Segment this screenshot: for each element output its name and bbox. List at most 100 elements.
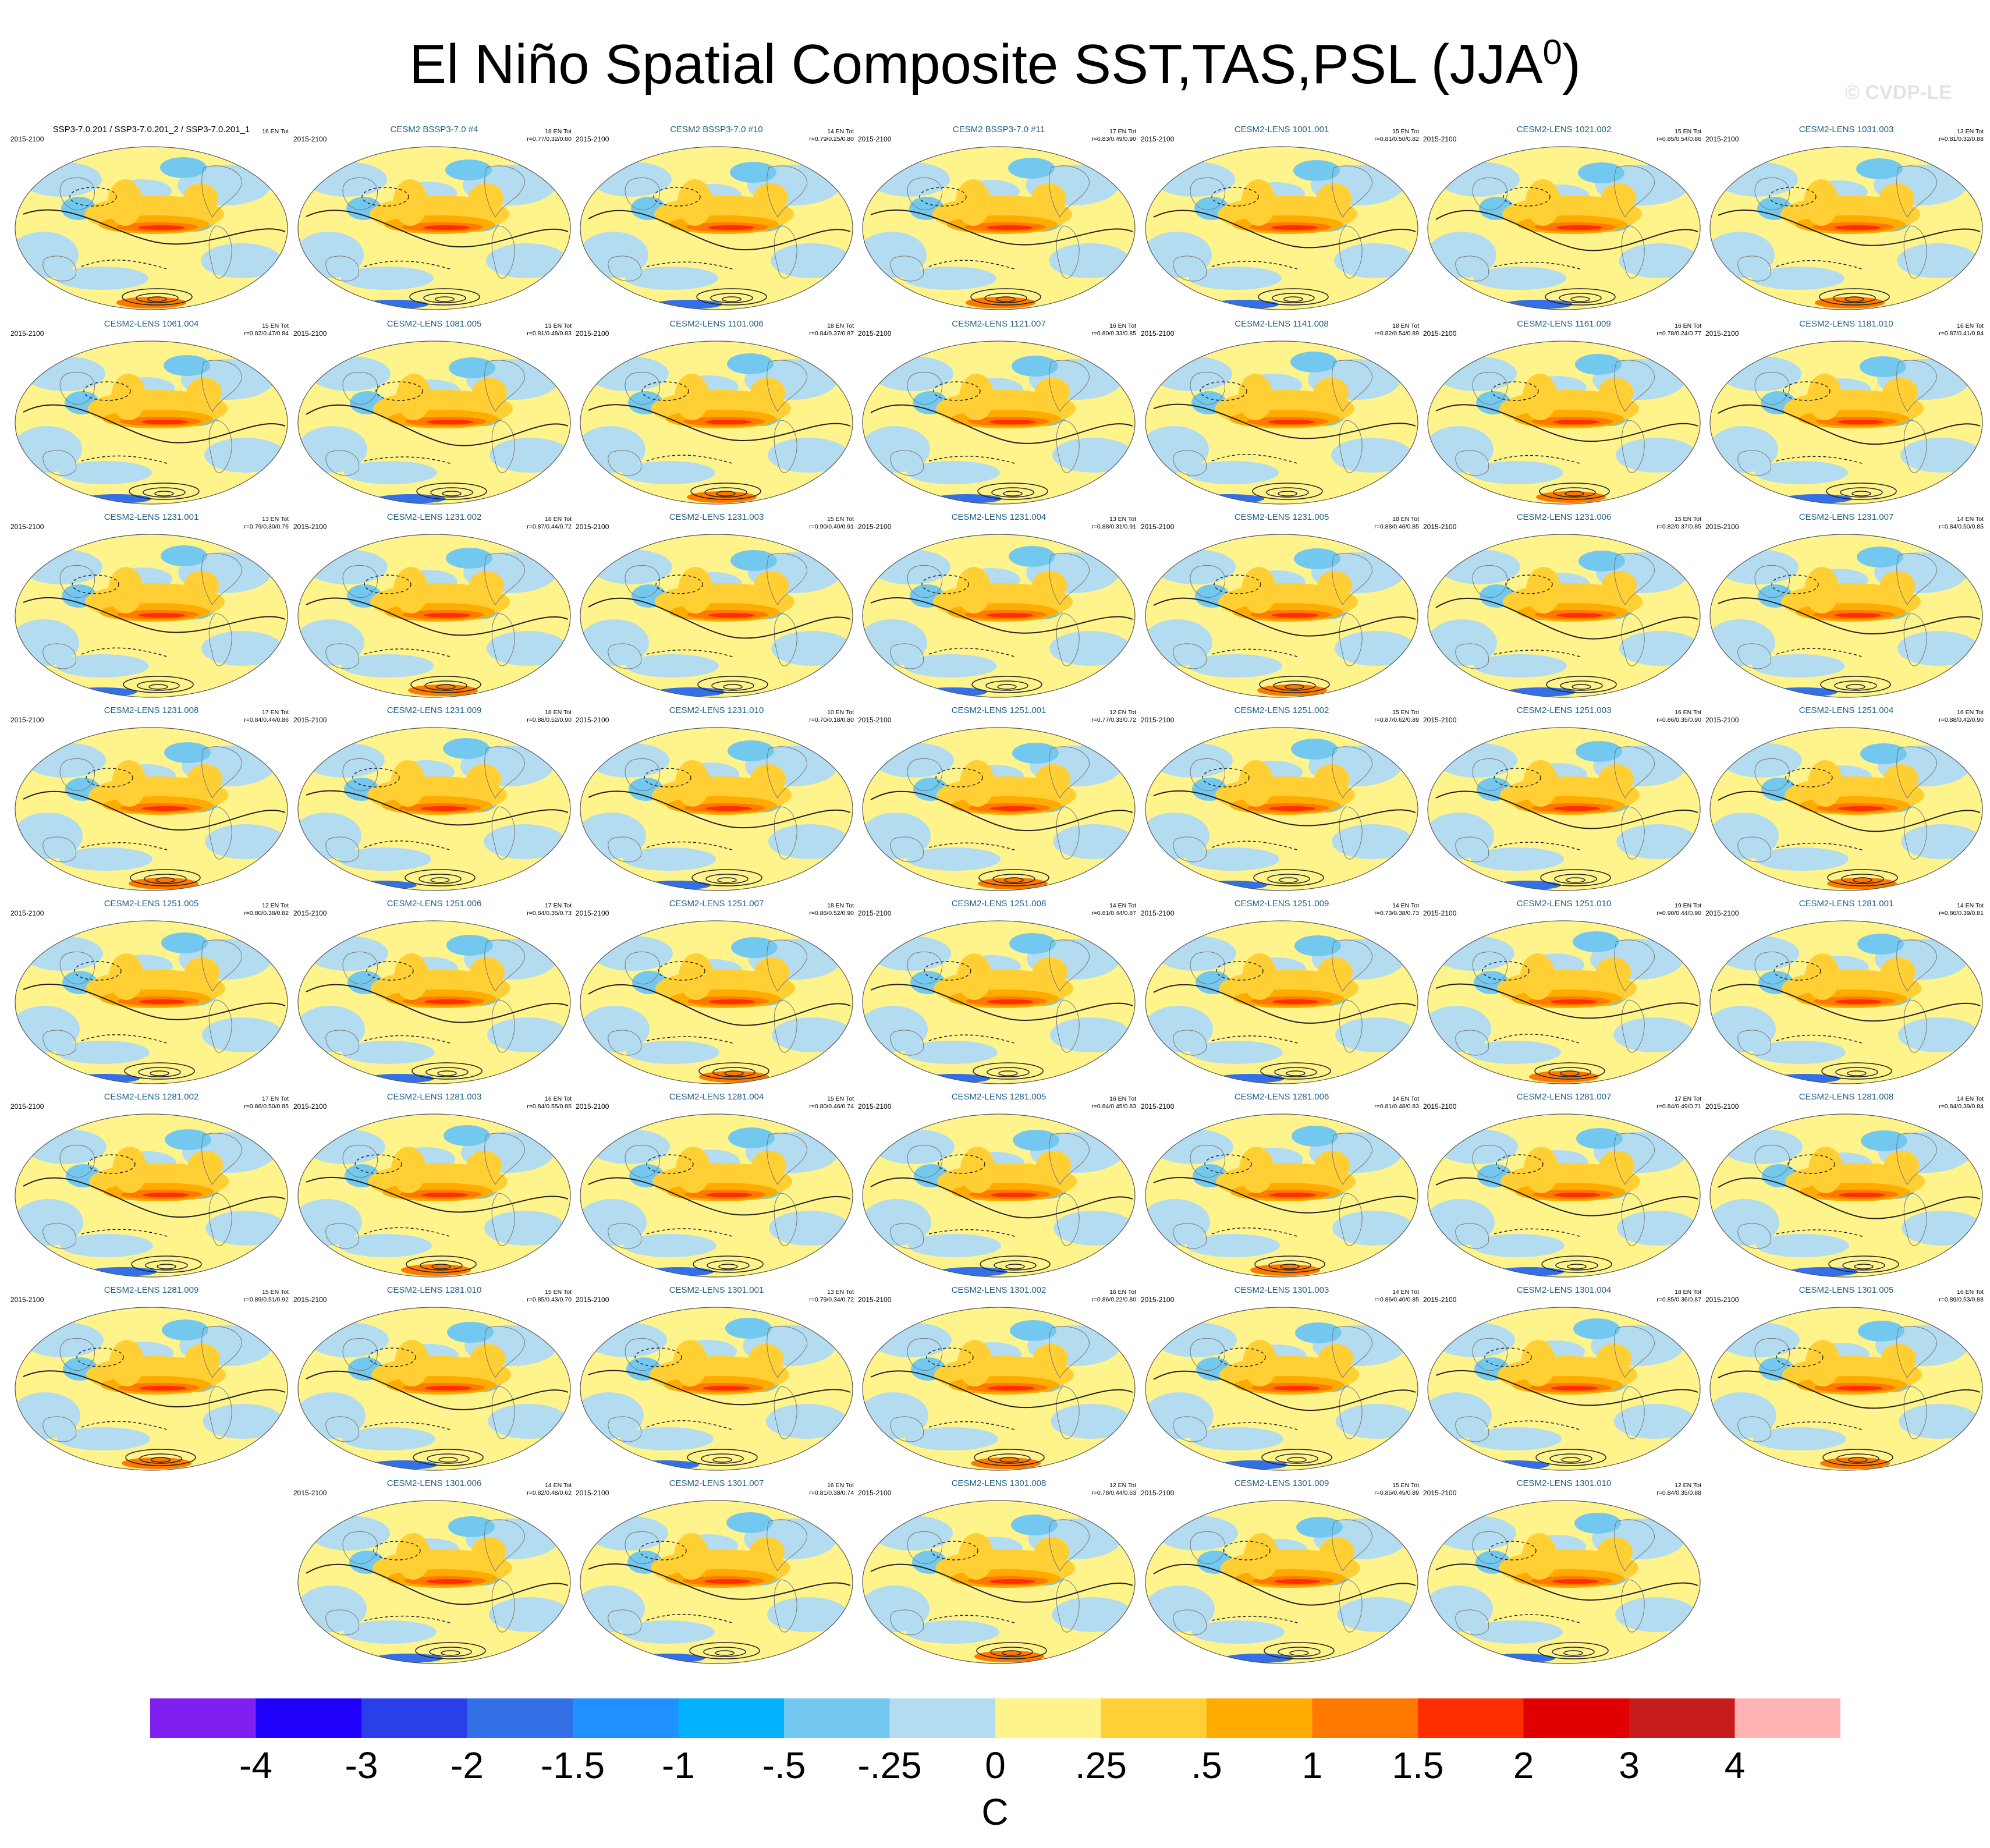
panel-title: CESM2-LENS 1251.005 [104, 899, 199, 909]
panel-period: 2015-2100 [10, 135, 44, 143]
panel-stats: 18 EN Tot r=0.84/0.37/0.87 [809, 322, 854, 338]
panel-period: 2015-2100 [858, 135, 892, 143]
panel-period: 2015-2100 [293, 909, 327, 917]
composite-map [862, 1113, 1136, 1278]
panel-event-count: 17 EN Tot [545, 902, 572, 909]
colorbar-tick-label: 2 [1513, 1744, 1534, 1786]
panel-stats: 17 EN Tot r=0.84/0.44/0.86 [244, 709, 289, 724]
panel-pattern-correlation: r=0.89/0.53/0.88 [1939, 1296, 1984, 1303]
panel-stats: 13 EN Tot r=0.79/0.34/0.72 [809, 1289, 854, 1304]
colorbar-tick-label: 1.5 [1392, 1744, 1444, 1786]
colorbar-swatch [1418, 1698, 1524, 1738]
panel-event-count: 16 EN Tot [1109, 1095, 1136, 1102]
panel-pattern-correlation: r=0.80/0.38/0.82 [244, 910, 289, 917]
panel-pattern-correlation: r=0.84/0.55/0.85 [527, 1103, 572, 1110]
panel-event-count: 18 EN Tot [1392, 322, 1419, 329]
panel-stats: 15 EN Tot r=0.80/0.46/0.74 [809, 1095, 854, 1111]
panel-pattern-correlation: r=0.84/0.49/0.71 [1656, 1103, 1701, 1110]
watermark: © CVDP-LE [1845, 81, 1952, 104]
panel-period: 2015-2100 [858, 909, 892, 917]
panel-stats: 15 EN Tot r=0.90/0.40/0.91 [809, 516, 854, 531]
panel-stats: 13 EN Tot r=0.81/0.32/0.88 [1939, 128, 1984, 143]
panel-stats: 18 EN Tot r=0.88/0.46/0.85 [1374, 516, 1419, 531]
panel-period: 2015-2100 [858, 329, 892, 338]
composite-panel: CESM2-LENS 1251.009 2015-2100 14 EN Tot r=0… [1141, 896, 1423, 1088]
composite-panel: CESM2 BSSP3-7.0 #4 2015-2100 18 EN Tot r=0.… [293, 122, 575, 314]
composite-map [1427, 1113, 1701, 1278]
panel-period: 2015-2100 [293, 523, 327, 531]
composite-map [15, 727, 288, 891]
panel-pattern-correlation: r=0.87/0.44/0.72 [527, 523, 572, 530]
panel-stats: 14 EN Tot r=0.84/0.39/0.84 [1939, 1095, 1984, 1111]
colorbar-tick-label: -1 [662, 1744, 695, 1786]
composite-panel: CESM2-LENS 1081.005 2015-2100 13 EN Tot r=0… [293, 317, 575, 509]
panel-title: CESM2-LENS 1141.008 [1235, 319, 1329, 329]
panel-period: 2015-2100 [1423, 523, 1457, 531]
colorbar-swatch [1734, 1698, 1840, 1738]
panel-event-count: 12 EN Tot [1109, 1482, 1136, 1489]
panel-period: 2015-2100 [1423, 1489, 1457, 1497]
composite-map [862, 1307, 1136, 1471]
panel-pattern-correlation: r=0.86/0.50/0.85 [244, 1103, 289, 1110]
colorbar-tick-label: -3 [345, 1744, 378, 1786]
panel-title: CESM2-LENS 1251.008 [951, 899, 1047, 909]
composite-map [1427, 146, 1701, 310]
panel-pattern-correlation: r=0.81/0.32/0.88 [1939, 136, 1984, 143]
colorbar-tick-label: 1 [1301, 1744, 1323, 1786]
panel-period: 2015-2100 [1423, 716, 1457, 724]
composite-panel: CESM2-LENS 1251.005 2015-2100 12 EN Tot r=0… [10, 896, 292, 1088]
composite-map [862, 340, 1136, 505]
panel-event-count: 13 EN Tot [827, 1289, 854, 1296]
composite-panel: CESM2-LENS 1301.003 2015-2100 14 EN Tot r=0… [1141, 1283, 1423, 1475]
composite-map [862, 534, 1136, 698]
panel-period: 2015-2100 [1705, 716, 1739, 724]
panel-event-count: 15 EN Tot [1392, 709, 1419, 716]
panel-period: 2015-2100 [576, 523, 609, 531]
colorbar-tick-label: 3 [1619, 1744, 1640, 1786]
composite-map [580, 1500, 853, 1664]
panel-title: CESM2-LENS 1231.001 [104, 512, 199, 522]
panel-stats: 16 EN Tot r=0.81/0.38/0.74 [809, 1482, 854, 1497]
panel-pattern-correlation: r=0.81/0.44/0.87 [1091, 910, 1136, 917]
composite-panel: CESM2-LENS 1231.010 2015-2100 10 EN Tot r=0… [576, 703, 857, 895]
composite-map [1709, 1113, 1983, 1278]
panel-title: CESM2-LENS 1161.009 [1517, 319, 1611, 329]
panel-stats: 12 EN Tot r=0.80/0.38/0.82 [244, 902, 289, 917]
panel-title: CESM2-LENS 1301.009 [1234, 1478, 1329, 1488]
panel-period: 2015-2100 [1141, 523, 1175, 531]
composite-map [580, 727, 853, 891]
panel-period: 2015-2100 [1705, 1296, 1739, 1304]
composite-panel: CESM2-LENS 1121.007 2015-2100 16 EN Tot r=0… [858, 317, 1140, 509]
panel-pattern-correlation: r=0.73/0.38/0.73 [1374, 910, 1419, 917]
panel-stats: 13 EN Tot r=0.79/0.30/0.76 [244, 516, 289, 531]
panel-event-count: 13 EN Tot [1109, 516, 1136, 523]
panel-pattern-correlation: r=0.88/0.42/0.90 [1939, 717, 1984, 723]
colorbar-swatch [256, 1698, 361, 1738]
composite-panel: CESM2-LENS 1251.002 2015-2100 15 EN Tot r=0… [1141, 703, 1423, 895]
panel-period: 2015-2100 [1423, 909, 1457, 917]
composite-panel: CESM2-LENS 1231.005 2015-2100 18 EN Tot r=0… [1141, 510, 1423, 702]
composite-panel: CESM2-LENS 1021.002 2015-2100 15 EN Tot r=0… [1423, 122, 1705, 314]
composite-panel: CESM2-LENS 1141.008 2015-2100 18 EN Tot r=0… [1141, 317, 1423, 509]
panel-pattern-correlation: r=0.77/0.32/0.80 [527, 136, 572, 143]
composite-map [297, 1500, 571, 1664]
panel-title: CESM2-LENS 1181.010 [1799, 319, 1893, 329]
composite-panel: CESM2-LENS 1251.006 2015-2100 17 EN Tot r=0… [293, 896, 575, 1088]
panel-period: 2015-2100 [576, 1296, 609, 1304]
panel-title: CESM2 BSSP3-7.0 #10 [670, 125, 763, 134]
panel-stats: 16 EN Tot r=0.86/0.35/0.90 [1656, 709, 1701, 724]
panel-event-count: 16 EN Tot [1957, 322, 1984, 329]
panel-stats: 18 EN Tot r=0.85/0.36/0.87 [1656, 1289, 1701, 1304]
panel-title: CESM2-LENS 1231.002 [386, 512, 482, 522]
composite-map [1709, 340, 1983, 505]
panel-title: CESM2-LENS 1281.004 [669, 1092, 764, 1102]
panel-event-count: 16 EN Tot [1957, 1289, 1984, 1296]
composite-panel: CESM2-LENS 1281.009 2015-2100 15 EN Tot r=0… [10, 1283, 292, 1475]
panel-period: 2015-2100 [576, 329, 609, 338]
panel-event-count: 15 EN Tot [1675, 128, 1701, 135]
panel-event-count: 12 EN Tot [1675, 1482, 1701, 1489]
composite-panel: CESM2-LENS 1301.004 2015-2100 18 EN Tot r=0… [1423, 1283, 1705, 1475]
composite-map [1427, 727, 1701, 891]
panel-stats: 18 EN Tot r=0.82/0.54/0.89 [1374, 322, 1419, 338]
composite-panel: CESM2-LENS 1231.009 2015-2100 18 EN Tot r=0… [293, 703, 575, 895]
